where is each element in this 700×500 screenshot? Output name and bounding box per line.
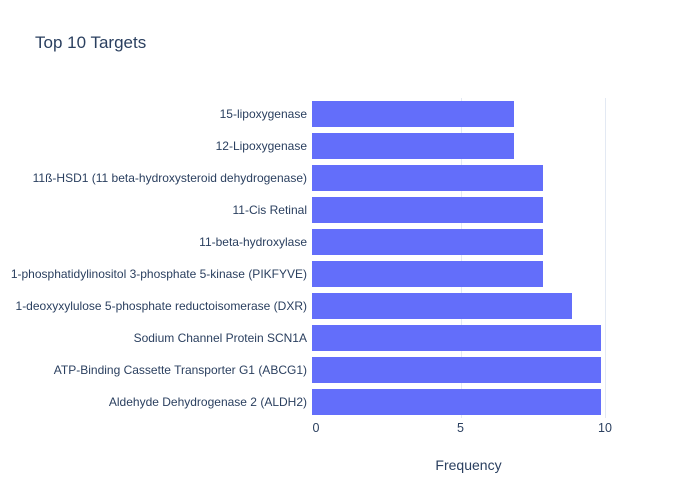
y-axis-label: Sodium Channel Protein SCN1A xyxy=(133,331,307,345)
bar-row: 15-lipoxygenase xyxy=(0,98,700,130)
bar[interactable] xyxy=(312,293,573,319)
y-axis-label: Aldehyde Dehydrogenase 2 (ALDH2) xyxy=(108,395,307,409)
y-axis-label: 12-Lipoxygenase xyxy=(215,139,307,153)
bar[interactable] xyxy=(312,389,601,415)
bar-track xyxy=(311,130,700,162)
gridline xyxy=(605,98,606,418)
bar-track xyxy=(311,290,700,322)
bar-track xyxy=(311,162,700,194)
bar[interactable] xyxy=(312,325,601,351)
bar-track xyxy=(311,258,700,290)
bar-row: 11-beta-hydroxylase xyxy=(0,226,700,258)
bar-row: 1-deoxyxylulose 5-phosphate reductoisome… xyxy=(0,290,700,322)
bar-row: Aldehyde Dehydrogenase 2 (ALDH2) xyxy=(0,386,700,418)
bar-track xyxy=(311,194,700,226)
bar-row: 11ß-HSD1 (11 beta-hydroxysteroid dehydro… xyxy=(0,162,700,194)
bar-row: ATP-Binding Cassette Transporter G1 (ABC… xyxy=(0,354,700,386)
bar[interactable] xyxy=(312,133,515,159)
x-axis-ticks: 0 5 10 xyxy=(312,421,621,437)
bar[interactable] xyxy=(312,261,544,287)
x-tick-label: 0 xyxy=(312,421,320,435)
y-axis-label: 11ß-HSD1 (11 beta-hydroxysteroid dehydro… xyxy=(32,171,307,185)
y-axis-label: 11-Cis Retinal xyxy=(232,203,307,217)
y-axis-label: ATP-Binding Cassette Transporter G1 (ABC… xyxy=(53,363,307,377)
gridline xyxy=(460,98,462,418)
bar-row: 1-phosphatidylinositol 3-phosphate 5-kin… xyxy=(0,258,700,290)
y-axis-label: 11-beta-hydroxylase xyxy=(199,235,307,249)
chart-title: Top 10 Targets xyxy=(35,33,147,52)
plot-area: 15-lipoxygenase 12-Lipoxygenase 11ß-HSD1 (… xyxy=(0,98,700,418)
bar-track xyxy=(311,322,700,354)
bar-row: 12-Lipoxygenase xyxy=(0,130,700,162)
bar-track xyxy=(311,226,700,258)
x-tick-label: 5 xyxy=(457,421,464,435)
bar[interactable] xyxy=(312,357,601,383)
y-axis-label: 1-deoxyxylulose 5-phosphate reductoisome… xyxy=(15,299,307,313)
bar[interactable] xyxy=(312,197,544,223)
bar-track xyxy=(311,354,700,386)
bar[interactable] xyxy=(312,229,544,255)
x-tick-label: 10 xyxy=(598,421,612,435)
y-axis-label: 1-phosphatidylinositol 3-phosphate 5-kin… xyxy=(10,267,307,281)
bar[interactable] xyxy=(312,101,515,127)
bar-track xyxy=(311,98,700,130)
bar-row: 11-Cis Retinal xyxy=(0,194,700,226)
bar-row: Sodium Channel Protein SCN1A xyxy=(0,322,700,354)
x-axis-title: Frequency xyxy=(435,457,502,473)
bar[interactable] xyxy=(312,165,544,191)
bar-track xyxy=(311,386,700,418)
y-axis-label: 15-lipoxygenase xyxy=(219,107,307,121)
